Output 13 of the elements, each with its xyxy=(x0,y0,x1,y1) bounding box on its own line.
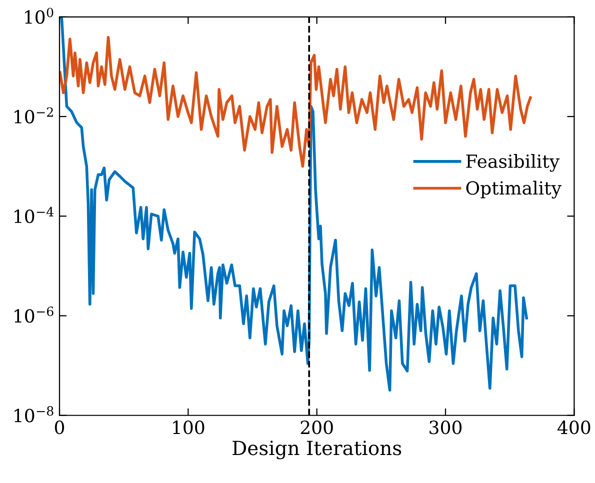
y-tick-label: 10$^{0}$ xyxy=(25,8,54,24)
y-tick-label: 10$^{−8}$ xyxy=(14,406,54,422)
legend-label: Feasibility xyxy=(466,154,560,172)
y-tick-label: 10$^{−4}$ xyxy=(14,206,54,224)
x-tick-label: 200 xyxy=(300,420,333,434)
x-axis-title: Design Iterations xyxy=(232,440,402,460)
legend-label: Optimality xyxy=(466,180,562,199)
x-tick-label: 100 xyxy=(173,420,204,434)
x-tick-label: 300 xyxy=(430,420,462,434)
y-tick-label: 10$^{−2}$ xyxy=(14,107,53,124)
y-tick-label: 10$^{−6}$ xyxy=(14,306,54,323)
x-tick-label: 0 xyxy=(54,420,64,434)
x-tick-label: 400 xyxy=(558,420,590,434)
